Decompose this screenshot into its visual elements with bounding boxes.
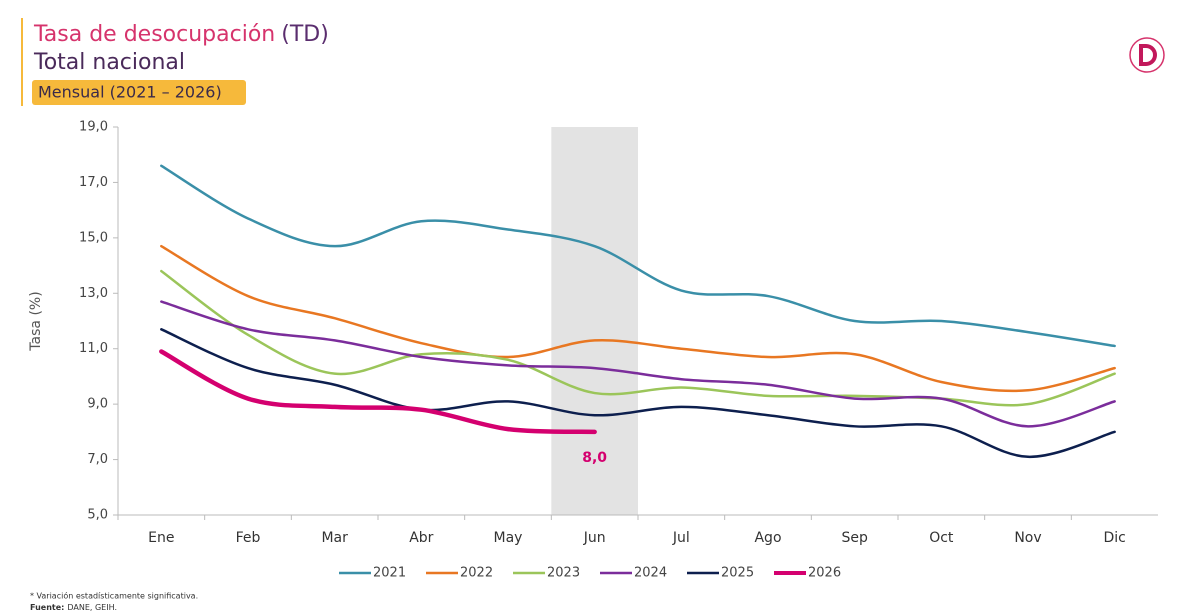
x-tick-label: Dic <box>1103 530 1125 546</box>
period-badge <box>32 80 246 105</box>
source-label: Fuente: <box>30 603 64 612</box>
series-line <box>160 300 1116 428</box>
legend-label: 2023 <box>547 566 580 581</box>
title-suffix: (TD) <box>281 22 329 47</box>
chart-title: Tasa de desocupación (TD) <box>33 22 329 47</box>
x-tick-label: Jul <box>672 530 690 546</box>
y-tick-label: 19,0 <box>79 120 108 135</box>
x-tick-label: Oct <box>929 530 954 546</box>
x-tick-label: Jun <box>583 530 606 546</box>
series-line <box>159 349 597 435</box>
y-tick-label: 9,0 <box>87 397 108 412</box>
series-line <box>160 244 1116 393</box>
source: Fuente: DANE, GEIH. <box>30 603 117 612</box>
highlight-band <box>551 127 638 515</box>
x-tick-label: Ene <box>148 530 174 546</box>
series-line <box>160 328 1116 459</box>
y-axis-label: Tasa (%) <box>28 291 44 351</box>
series-line <box>160 164 1116 348</box>
title-main: Tasa de desocupación <box>33 22 275 47</box>
y-tick-label: 7,0 <box>87 452 108 467</box>
x-tick-label: Abr <box>409 530 433 546</box>
x-tick-label: Ago <box>754 530 781 546</box>
y-tick-label: 15,0 <box>79 230 108 245</box>
y-tick-label: 11,0 <box>79 341 108 356</box>
x-tick-label: Feb <box>236 530 261 546</box>
logo-ring <box>1129 37 1165 73</box>
y-tick-label: 13,0 <box>79 286 108 301</box>
legend-label: 2021 <box>373 566 406 581</box>
period-label: Mensual (2021 – 2026) <box>38 83 222 102</box>
legend-label: 2026 <box>808 566 841 581</box>
x-tick-label: Sep <box>841 530 868 546</box>
data-label: 8,0 <box>582 450 607 466</box>
y-tick-label: 5,0 <box>87 508 108 523</box>
y-tick-label: 17,0 <box>79 175 108 190</box>
x-tick-label: Mar <box>321 530 348 546</box>
logo <box>1129 37 1165 73</box>
legend-label: 2025 <box>721 566 754 581</box>
x-tick-label: Nov <box>1014 530 1041 546</box>
source-text: DANE, GEIH. <box>67 603 117 612</box>
x-tick-label: May <box>494 530 523 546</box>
legend-label: 2022 <box>460 566 493 581</box>
legend-label: 2024 <box>634 566 667 581</box>
footnote: * Variación estadísticamente significati… <box>30 591 198 601</box>
logo-glyph <box>1139 44 1157 66</box>
chart-subtitle: Total nacional <box>33 50 185 75</box>
